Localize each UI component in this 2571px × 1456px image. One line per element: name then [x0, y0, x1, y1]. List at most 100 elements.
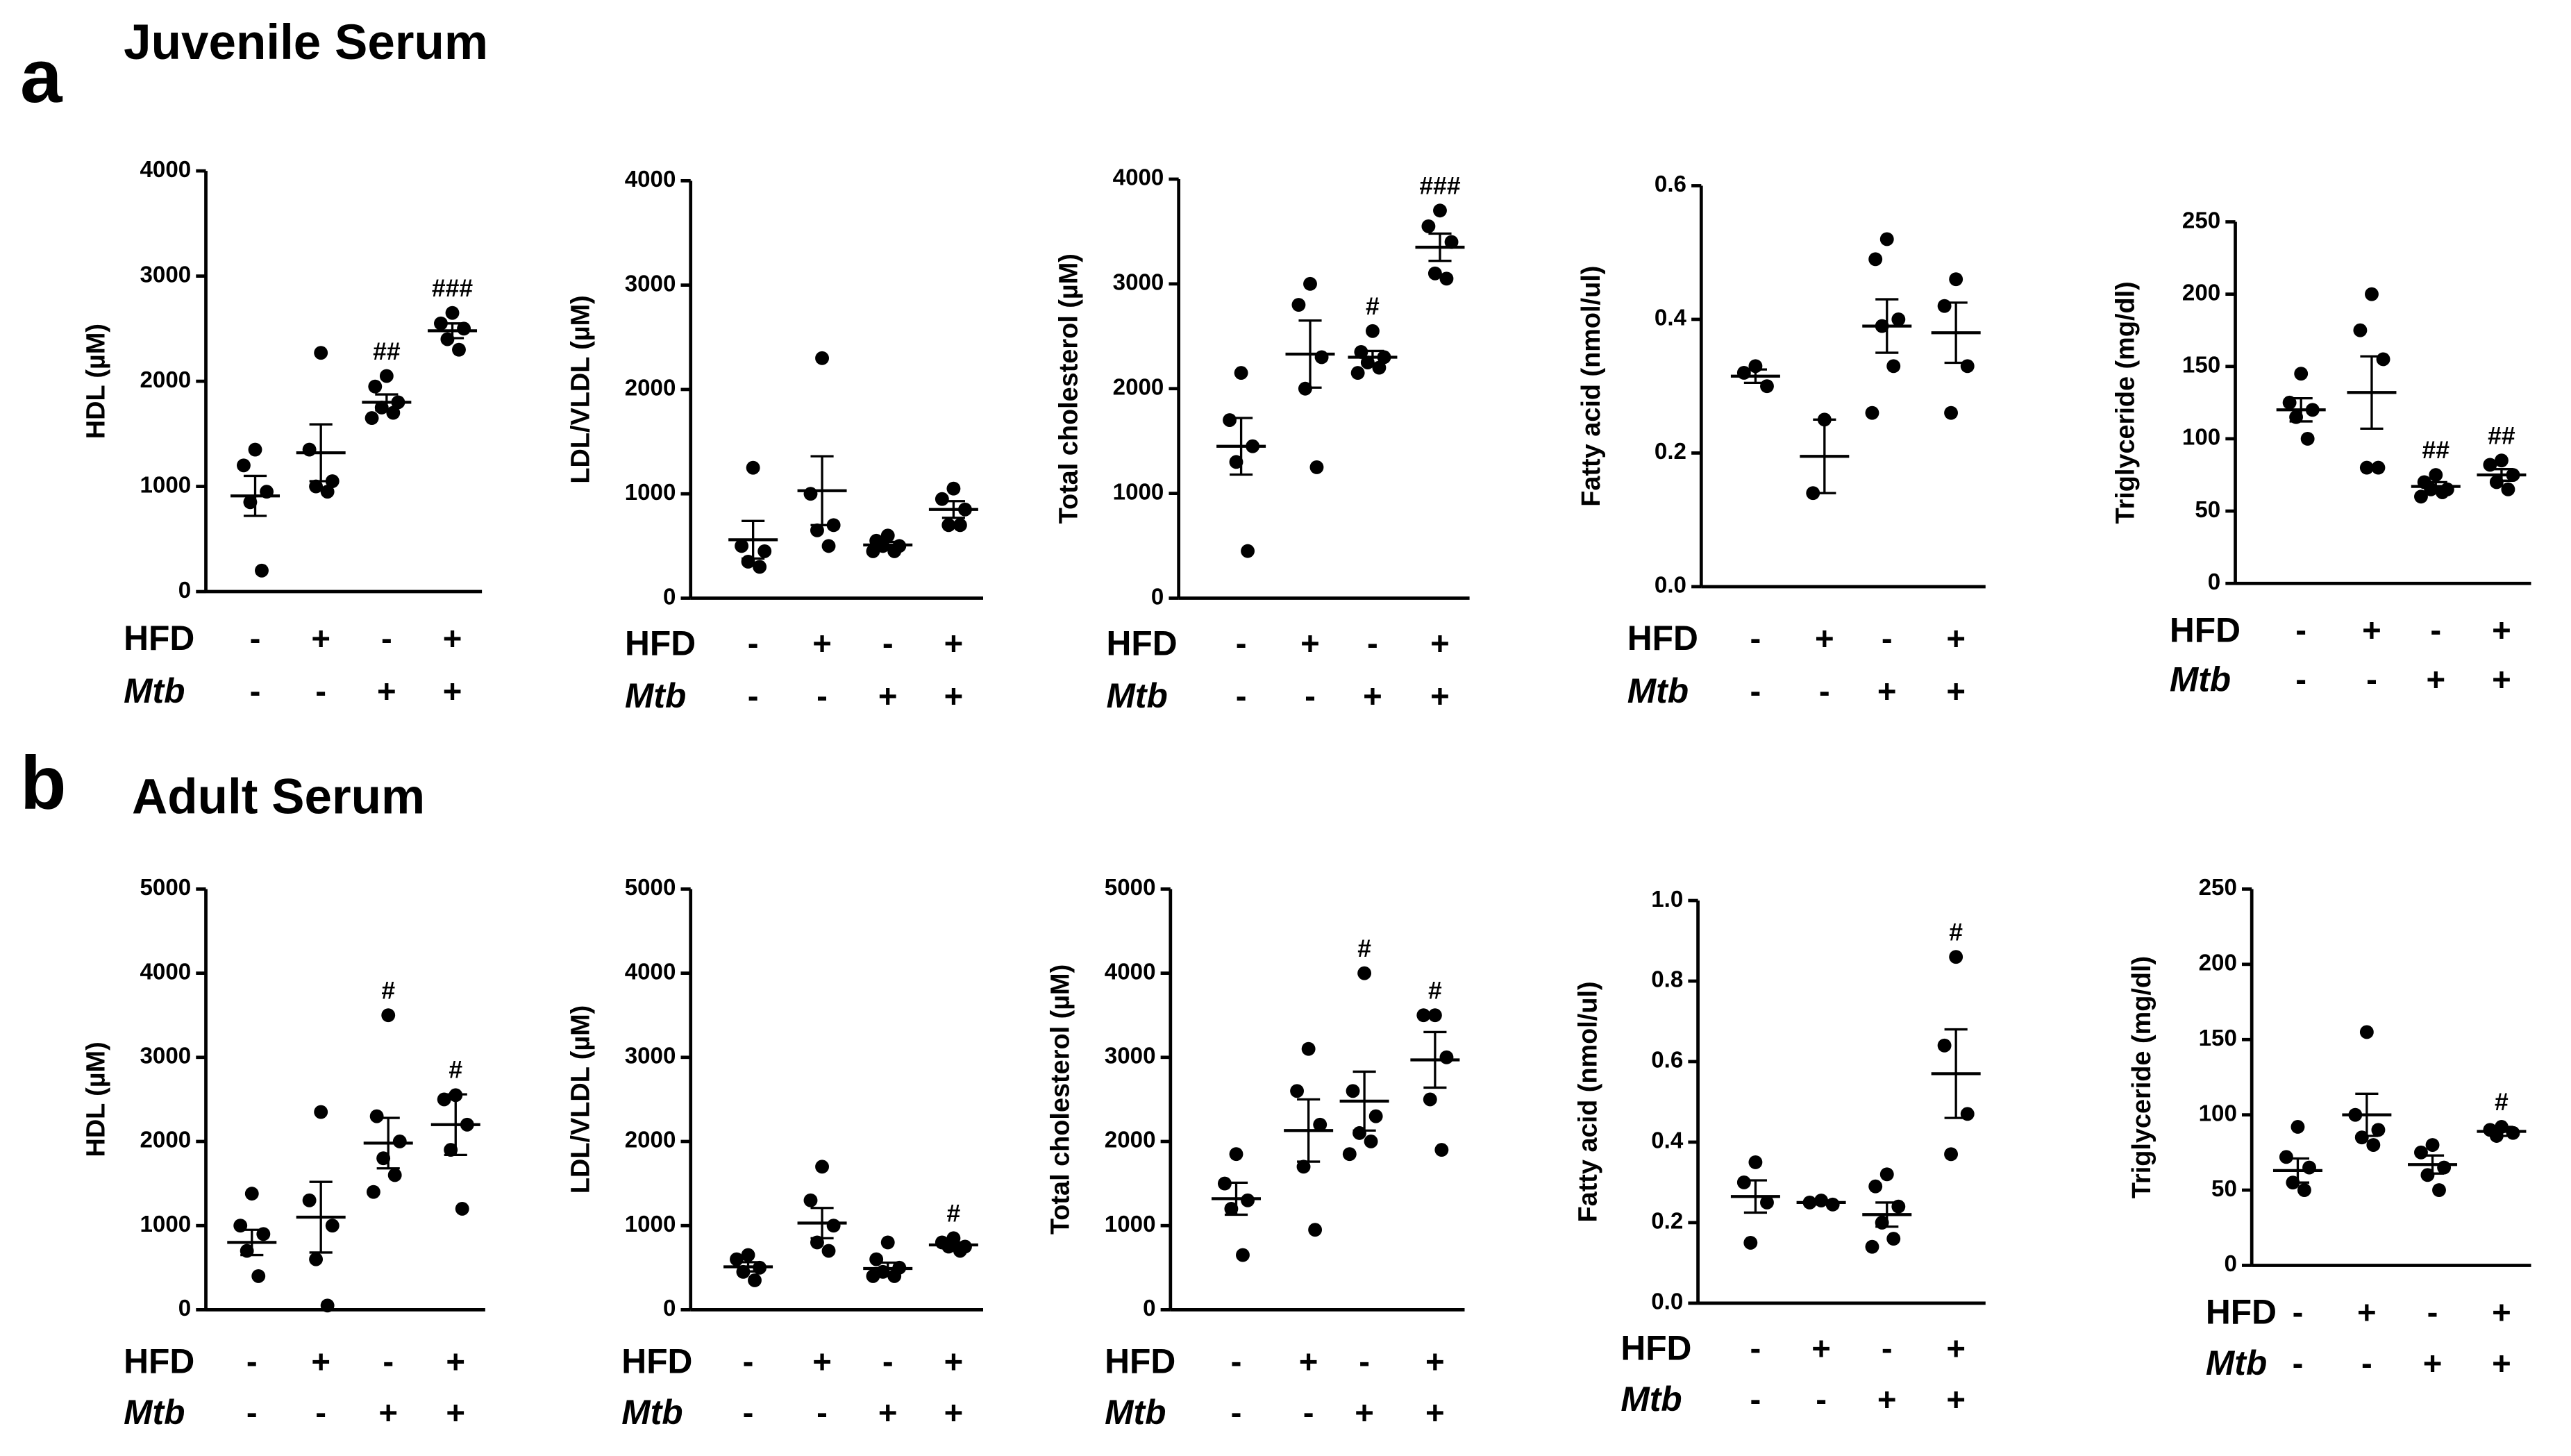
y-tick-label: 3000: [625, 271, 676, 296]
row-sign: +: [1355, 1394, 1374, 1431]
data-point: [1309, 460, 1324, 474]
row-sign: +: [443, 673, 462, 710]
panel-title: Adult Serum: [132, 769, 425, 824]
y-tick-label: 1000: [1113, 479, 1164, 505]
row-sign: -: [1359, 1344, 1370, 1380]
significance-label: ##: [2488, 421, 2515, 449]
row-sign: -: [816, 678, 828, 714]
y-axis-label: HDL (µM): [81, 1041, 110, 1157]
data-point: [2414, 489, 2428, 504]
data-point: [810, 523, 824, 537]
row-sign: -: [2366, 662, 2377, 698]
y-tick-label: 0.4: [1651, 1128, 1684, 1154]
row-sign: -: [748, 626, 759, 662]
row-label: Mtb: [124, 671, 185, 710]
data-point: [368, 379, 383, 394]
data-point: [444, 1143, 458, 1157]
row-label: HFD: [1627, 619, 1698, 658]
row-label: HFD: [1107, 624, 1178, 662]
data-point: [309, 1252, 324, 1266]
data-point: [2291, 1120, 2305, 1134]
data-point: [2435, 485, 2449, 499]
data-point: [236, 458, 251, 473]
row-sign: -: [1305, 678, 1316, 714]
data-point: [2376, 352, 2390, 367]
data-point: [1868, 252, 1883, 267]
y-tick-label: 0: [663, 1296, 676, 1321]
row-sign: +: [446, 1394, 465, 1431]
data-point: [1313, 1117, 1328, 1132]
row-sign: -: [1882, 1330, 1893, 1367]
data-point: [741, 1248, 755, 1262]
row-sign: +: [2362, 612, 2381, 649]
data-point: [1865, 1239, 1879, 1254]
row-sign: -: [250, 673, 261, 710]
row-sign: +: [1425, 1344, 1445, 1380]
y-tick-label: 2000: [1113, 375, 1164, 401]
data-point: [2371, 1123, 2386, 1137]
y-tick-label: 1000: [140, 1212, 191, 1237]
y-tick-label: 0.6: [1651, 1048, 1683, 1073]
y-tick-label: 0.4: [1655, 306, 1687, 331]
row-sign: -: [383, 1344, 394, 1380]
row-sign: -: [246, 1394, 258, 1431]
row-label: Mtb: [621, 1393, 682, 1432]
y-tick-label: 1000: [140, 472, 191, 498]
y-tick-label: 0.6: [1655, 171, 1686, 197]
row-sign: +: [1815, 621, 1834, 658]
data-point: [369, 1109, 384, 1123]
data-point: [2297, 1183, 2311, 1197]
data-point: [302, 442, 317, 457]
y-axis-label: Total cholesterol (µM): [1054, 253, 1083, 524]
significance-label: #: [449, 1055, 462, 1083]
data-point: [748, 1273, 762, 1287]
data-point: [1439, 271, 1454, 286]
y-tick-label: 4000: [1105, 959, 1156, 985]
y-tick-label: 2000: [1105, 1128, 1156, 1153]
data-point: [1346, 1084, 1360, 1098]
data-point: [1891, 312, 1906, 326]
data-point: [437, 1092, 451, 1107]
row-sign: +: [2357, 1294, 2377, 1331]
data-point: [2489, 475, 2504, 489]
data-point: [1303, 276, 1317, 291]
row-sign: +: [2426, 662, 2445, 698]
data-point: [1886, 359, 1901, 374]
data-point: [1291, 298, 1306, 312]
data-point: [392, 1135, 407, 1148]
data-point: [243, 495, 258, 510]
row-sign: -: [882, 626, 894, 662]
significance-label: #: [1357, 935, 1371, 962]
data-point: [1416, 1008, 1431, 1023]
data-point: [753, 560, 767, 574]
data-point: [244, 1187, 259, 1201]
row-sign: +: [1430, 626, 1450, 662]
y-tick-label: 4000: [140, 959, 191, 985]
row-label: Mtb: [1105, 1393, 1166, 1432]
row-sign: -: [2293, 1345, 2304, 1382]
row-sign: +: [944, 678, 964, 714]
y-tick-label: 3000: [625, 1044, 676, 1069]
row-sign: -: [250, 621, 261, 658]
significance-label: ###: [1419, 171, 1460, 199]
data-point: [376, 1151, 391, 1166]
y-tick-label: 4000: [1113, 165, 1164, 191]
data-point: [1224, 1201, 1239, 1216]
row-sign: +: [1363, 678, 1382, 714]
row-sign: +: [2423, 1345, 2443, 1382]
row-sign: -: [748, 678, 759, 714]
data-point: [320, 485, 335, 499]
row-label: Mtb: [2206, 1344, 2267, 1382]
data-point: [455, 1201, 469, 1216]
row-sign: -: [1236, 626, 1247, 662]
row-sign: -: [1231, 1394, 1242, 1431]
y-tick-label: 0: [178, 578, 191, 603]
data-point: [2501, 482, 2515, 496]
row-sign: +: [1430, 678, 1450, 714]
data-point: [366, 1185, 380, 1199]
data-point: [2429, 468, 2443, 482]
data-point: [1879, 1167, 1894, 1182]
data-point: [1421, 219, 1436, 233]
data-point: [1296, 1160, 1311, 1174]
significance-label: ##: [2422, 436, 2450, 464]
